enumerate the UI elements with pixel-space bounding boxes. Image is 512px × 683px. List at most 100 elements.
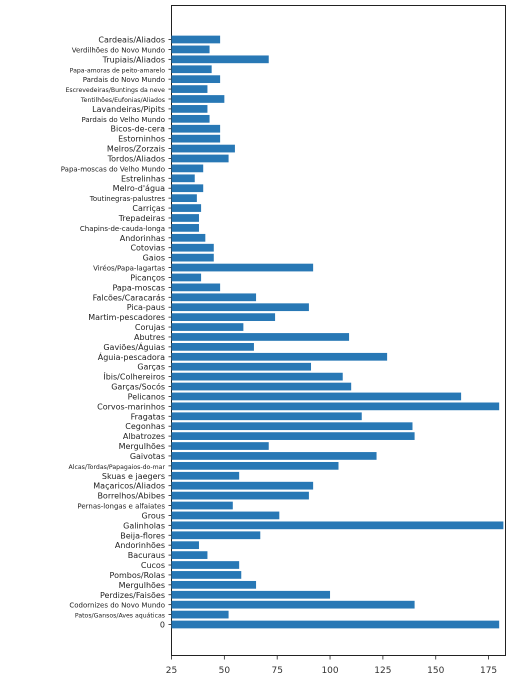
category-label: Mergulhões	[119, 581, 165, 590]
category-label: Papa-moscas	[112, 283, 165, 292]
x-axis-ticks: 25 50 75 100 125 150 175	[166, 655, 497, 676]
category-label: Perdizes/Faisões	[100, 591, 165, 600]
category-label: Cardeais/Aliados	[98, 36, 165, 45]
category-label: Cegonhas	[125, 422, 165, 431]
bar	[171, 75, 221, 84]
bar	[171, 273, 202, 282]
bar	[171, 204, 202, 212]
bar	[171, 343, 254, 351]
category-label: Pombos/Rolas	[110, 571, 165, 580]
category-label: Viréos/Papa-lagartas	[93, 265, 165, 273]
bar	[171, 95, 225, 103]
x-tick-label: 75	[271, 666, 282, 676]
category-label: Pardais do Velho Mundo	[81, 116, 165, 124]
x-tick-label: 50	[219, 666, 231, 676]
category-label: Pelicanos	[128, 392, 165, 401]
category-label: Falcões/Caracarás	[93, 293, 165, 302]
category-label: Albatrozes	[123, 432, 165, 441]
bar	[171, 561, 240, 569]
bar	[171, 442, 269, 450]
category-label: Grous	[142, 511, 165, 520]
bar	[171, 194, 197, 203]
bar	[171, 541, 199, 550]
category-label: Toutinegras-palustres	[89, 195, 166, 203]
x-tick-label: 100	[321, 666, 338, 676]
bar	[171, 184, 204, 193]
category-label: Patos/Gansos/Aves aquáticas	[75, 612, 165, 620]
bar	[171, 35, 221, 44]
category-label: Trupiais/Aliados	[102, 55, 165, 64]
bar	[171, 313, 276, 321]
bar	[171, 362, 312, 371]
bar	[171, 590, 331, 599]
category-label: Cotovias	[130, 244, 165, 253]
category-label: Galinholas	[123, 521, 165, 530]
category-label: Chapins-de-cauda-longa	[80, 225, 165, 233]
category-label: Beija-flores	[120, 531, 165, 540]
bar	[171, 521, 504, 530]
bar	[171, 452, 377, 460]
category-label: Lavandeiras/Pipits	[92, 105, 165, 114]
category-label: Abutres	[134, 333, 165, 342]
bar	[171, 571, 242, 579]
bar	[171, 45, 210, 54]
bar	[171, 610, 229, 619]
category-label: Melros/Zorzais	[107, 145, 165, 154]
category-label: Cucos	[141, 561, 165, 570]
category-label: Alcas/Tordas/Papagaios-do-mar	[69, 464, 166, 471]
category-label: Mergulhões	[119, 442, 165, 451]
bar	[171, 481, 314, 490]
bar	[171, 293, 257, 302]
category-label: Corvos-marinhos	[97, 402, 165, 411]
category-label: Pernas-longas e alfaiates	[77, 503, 165, 511]
bar	[171, 422, 413, 431]
bar	[171, 134, 221, 143]
bar	[171, 303, 309, 312]
bar	[171, 164, 204, 173]
x-tick-label: 150	[427, 666, 444, 676]
category-label: Papa-amoras de peito-amarelo	[70, 67, 166, 74]
bar	[171, 224, 199, 232]
bar	[171, 65, 212, 74]
bar	[171, 511, 280, 520]
bar	[171, 283, 221, 292]
category-label: Estrelinhas	[121, 174, 165, 183]
bar	[171, 501, 233, 510]
bar	[171, 620, 500, 629]
category-label: Gaios	[143, 254, 165, 263]
category-label: Borrelhos/Abibes	[97, 492, 165, 501]
bar	[171, 253, 214, 262]
category-label: Trepadeiras	[118, 214, 165, 223]
bar	[171, 412, 362, 421]
bar	[171, 243, 214, 252]
bar	[171, 382, 352, 391]
category-label: Corujas	[135, 323, 165, 332]
bar	[171, 372, 343, 381]
category-label: 0	[160, 621, 165, 630]
category-label: Tordos/Aliados	[107, 154, 165, 163]
bar	[171, 461, 339, 470]
category-label: Papa-moscas do Velho Mundo	[61, 165, 165, 173]
category-label: Picanços	[130, 273, 165, 282]
category-label: Gaviões/Águias	[103, 341, 165, 352]
bar	[171, 85, 208, 93]
category-label: Skuas e jaegers	[102, 472, 165, 481]
category-label: Garças	[137, 363, 165, 372]
category-label: Verdilhões do Novo Mundo	[72, 46, 165, 54]
bar	[171, 471, 240, 480]
bar	[171, 600, 415, 609]
bar	[171, 263, 314, 272]
bar	[171, 124, 221, 133]
bar	[171, 174, 195, 183]
bar	[171, 333, 350, 341]
bar	[171, 491, 309, 500]
category-label: Melro-d'água	[113, 184, 165, 193]
bar	[171, 392, 462, 401]
bar	[171, 154, 229, 163]
bar	[171, 402, 500, 411]
bar	[171, 233, 206, 242]
category-label: Andorinhas	[120, 234, 165, 243]
